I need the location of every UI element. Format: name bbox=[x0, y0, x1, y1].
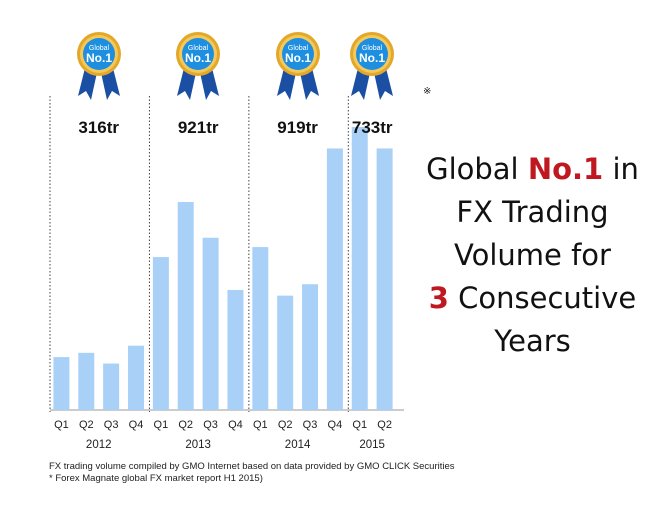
x-tick-label: Q4 bbox=[129, 419, 144, 431]
year-label: 2013 bbox=[185, 439, 211, 451]
x-tick-label: Q1 bbox=[352, 419, 367, 431]
x-tick-label: Q3 bbox=[203, 419, 218, 431]
bar-2 bbox=[78, 352, 95, 410]
headline: Global No.1 in FX Trading Volume for 3 C… bbox=[405, 148, 660, 363]
svg-text:No.1: No.1 bbox=[285, 51, 311, 65]
bar-9 bbox=[252, 247, 269, 410]
svg-text:Global: Global bbox=[287, 45, 308, 52]
x-tick-label: Q2 bbox=[79, 419, 94, 431]
bar-11 bbox=[302, 284, 319, 410]
headline-line-4: 3 Consecutive bbox=[405, 277, 660, 320]
headline-line-1: Global No.1 in bbox=[405, 148, 660, 191]
bar-4 bbox=[128, 345, 145, 410]
year-total-label: 919tr bbox=[277, 118, 318, 137]
bar-3 bbox=[103, 363, 120, 410]
asterisk-mark: ※ bbox=[423, 86, 432, 97]
headline-pre: Global bbox=[426, 152, 528, 186]
global-no1-badge: Global No.1 bbox=[173, 30, 223, 115]
x-tick-label: Q1 bbox=[253, 419, 268, 431]
year-total-label: 921tr bbox=[178, 118, 219, 137]
svg-text:Global: Global bbox=[188, 45, 209, 52]
footnote-report: * Forex Magnate global FX market report … bbox=[49, 473, 263, 484]
year-label: 2012 bbox=[86, 439, 112, 451]
svg-text:No.1: No.1 bbox=[185, 51, 211, 65]
svg-text:Global: Global bbox=[362, 45, 383, 52]
year-label: 2014 bbox=[285, 439, 311, 451]
bar-10 bbox=[277, 295, 294, 410]
footnote-source: FX trading volume compiled by GMO Intern… bbox=[49, 461, 455, 472]
footnotes: FX trading volume compiled by GMO Intern… bbox=[49, 461, 455, 485]
headline-post: in bbox=[603, 152, 639, 186]
headline-line-3: Volume for bbox=[454, 238, 611, 272]
headline-accent-no1: No.1 bbox=[527, 152, 604, 186]
headline-line-5: Years bbox=[494, 324, 571, 358]
x-tick-label: Q4 bbox=[328, 419, 343, 431]
bar-7 bbox=[202, 237, 219, 410]
global-no1-badge: Global No.1 bbox=[273, 30, 323, 115]
svg-text:No.1: No.1 bbox=[359, 51, 385, 65]
svg-text:Global: Global bbox=[89, 45, 110, 52]
year-label: 2015 bbox=[359, 439, 385, 451]
bar-8 bbox=[227, 289, 244, 410]
x-tick-label: Q3 bbox=[303, 419, 318, 431]
x-tick-label: Q2 bbox=[178, 419, 193, 431]
x-tick-label: Q1 bbox=[154, 419, 169, 431]
bar-12 bbox=[326, 148, 343, 410]
year-total-label: 316tr bbox=[78, 118, 119, 137]
bar-1 bbox=[53, 357, 70, 410]
x-tick-label: Q2 bbox=[377, 419, 392, 431]
x-tick-label: Q2 bbox=[278, 419, 293, 431]
bar-14 bbox=[376, 148, 393, 410]
bar-6 bbox=[177, 202, 194, 410]
global-no1-badge: Global No.1 bbox=[347, 30, 397, 115]
headline-line-2: FX Trading bbox=[456, 195, 609, 229]
svg-text:No.1: No.1 bbox=[86, 51, 112, 65]
headline-accent-3: 3 bbox=[428, 281, 449, 315]
x-tick-label: Q4 bbox=[228, 419, 243, 431]
x-tick-label: Q1 bbox=[54, 419, 69, 431]
headline-line-4-text: Consecutive bbox=[448, 281, 637, 315]
x-tick-label: Q3 bbox=[104, 419, 119, 431]
bar-5 bbox=[152, 257, 169, 410]
bar-13 bbox=[351, 127, 368, 410]
year-total-label: 733tr bbox=[352, 118, 393, 137]
global-no1-badge: Global No.1 bbox=[74, 30, 124, 115]
